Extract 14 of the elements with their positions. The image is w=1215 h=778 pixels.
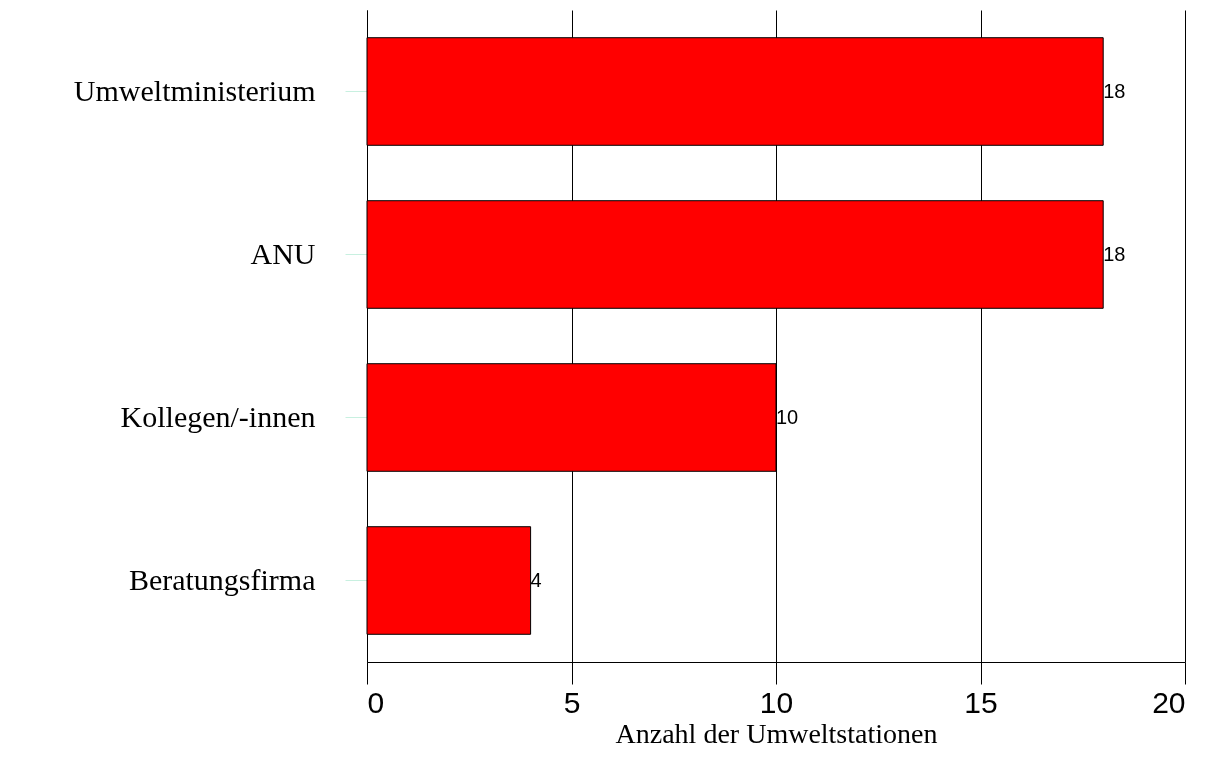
x-tick-label: 0 bbox=[367, 685, 385, 719]
x-tick-label: 10 bbox=[759, 685, 794, 719]
y-tick-label: ANU bbox=[250, 236, 316, 270]
x-axis-title: Anzahl der Umweltstationen bbox=[615, 717, 938, 749]
y-tick-label: Umweltministerium bbox=[73, 73, 316, 107]
data-label: 18 bbox=[1103, 242, 1126, 265]
x-tick-label: 20 bbox=[1152, 685, 1186, 719]
data-label: 18 bbox=[1103, 79, 1126, 102]
data-label: 4 bbox=[530, 568, 542, 591]
data-label: 10 bbox=[776, 405, 799, 428]
y-tick-label: Kollegen/-innen bbox=[120, 399, 316, 433]
y-tick-label: Beratungsfirma bbox=[128, 562, 316, 596]
x-tick-label: 5 bbox=[563, 685, 581, 719]
x-tick-label: 15 bbox=[964, 685, 998, 719]
